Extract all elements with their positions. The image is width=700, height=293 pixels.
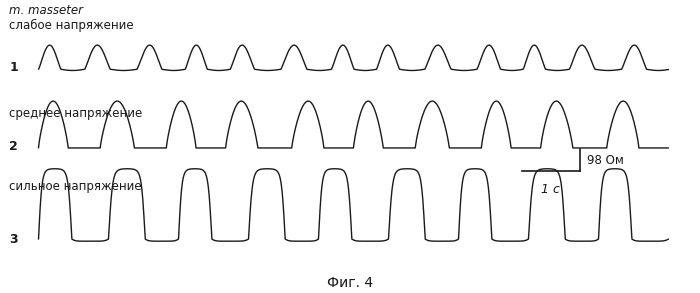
Text: m. masseter: m. masseter xyxy=(9,4,83,17)
Text: сильное напряжение: сильное напряжение xyxy=(9,180,141,193)
Text: 1: 1 xyxy=(9,61,18,74)
Text: 2: 2 xyxy=(9,140,18,153)
Text: 3: 3 xyxy=(9,233,18,246)
Text: среднее напряжение: среднее напряжение xyxy=(9,107,142,120)
Text: слабое напряжение: слабое напряжение xyxy=(9,19,134,32)
Text: Фиг. 4: Фиг. 4 xyxy=(327,276,373,290)
Text: 98 Ом: 98 Ом xyxy=(587,154,624,167)
Text: 1 с: 1 с xyxy=(541,183,560,196)
